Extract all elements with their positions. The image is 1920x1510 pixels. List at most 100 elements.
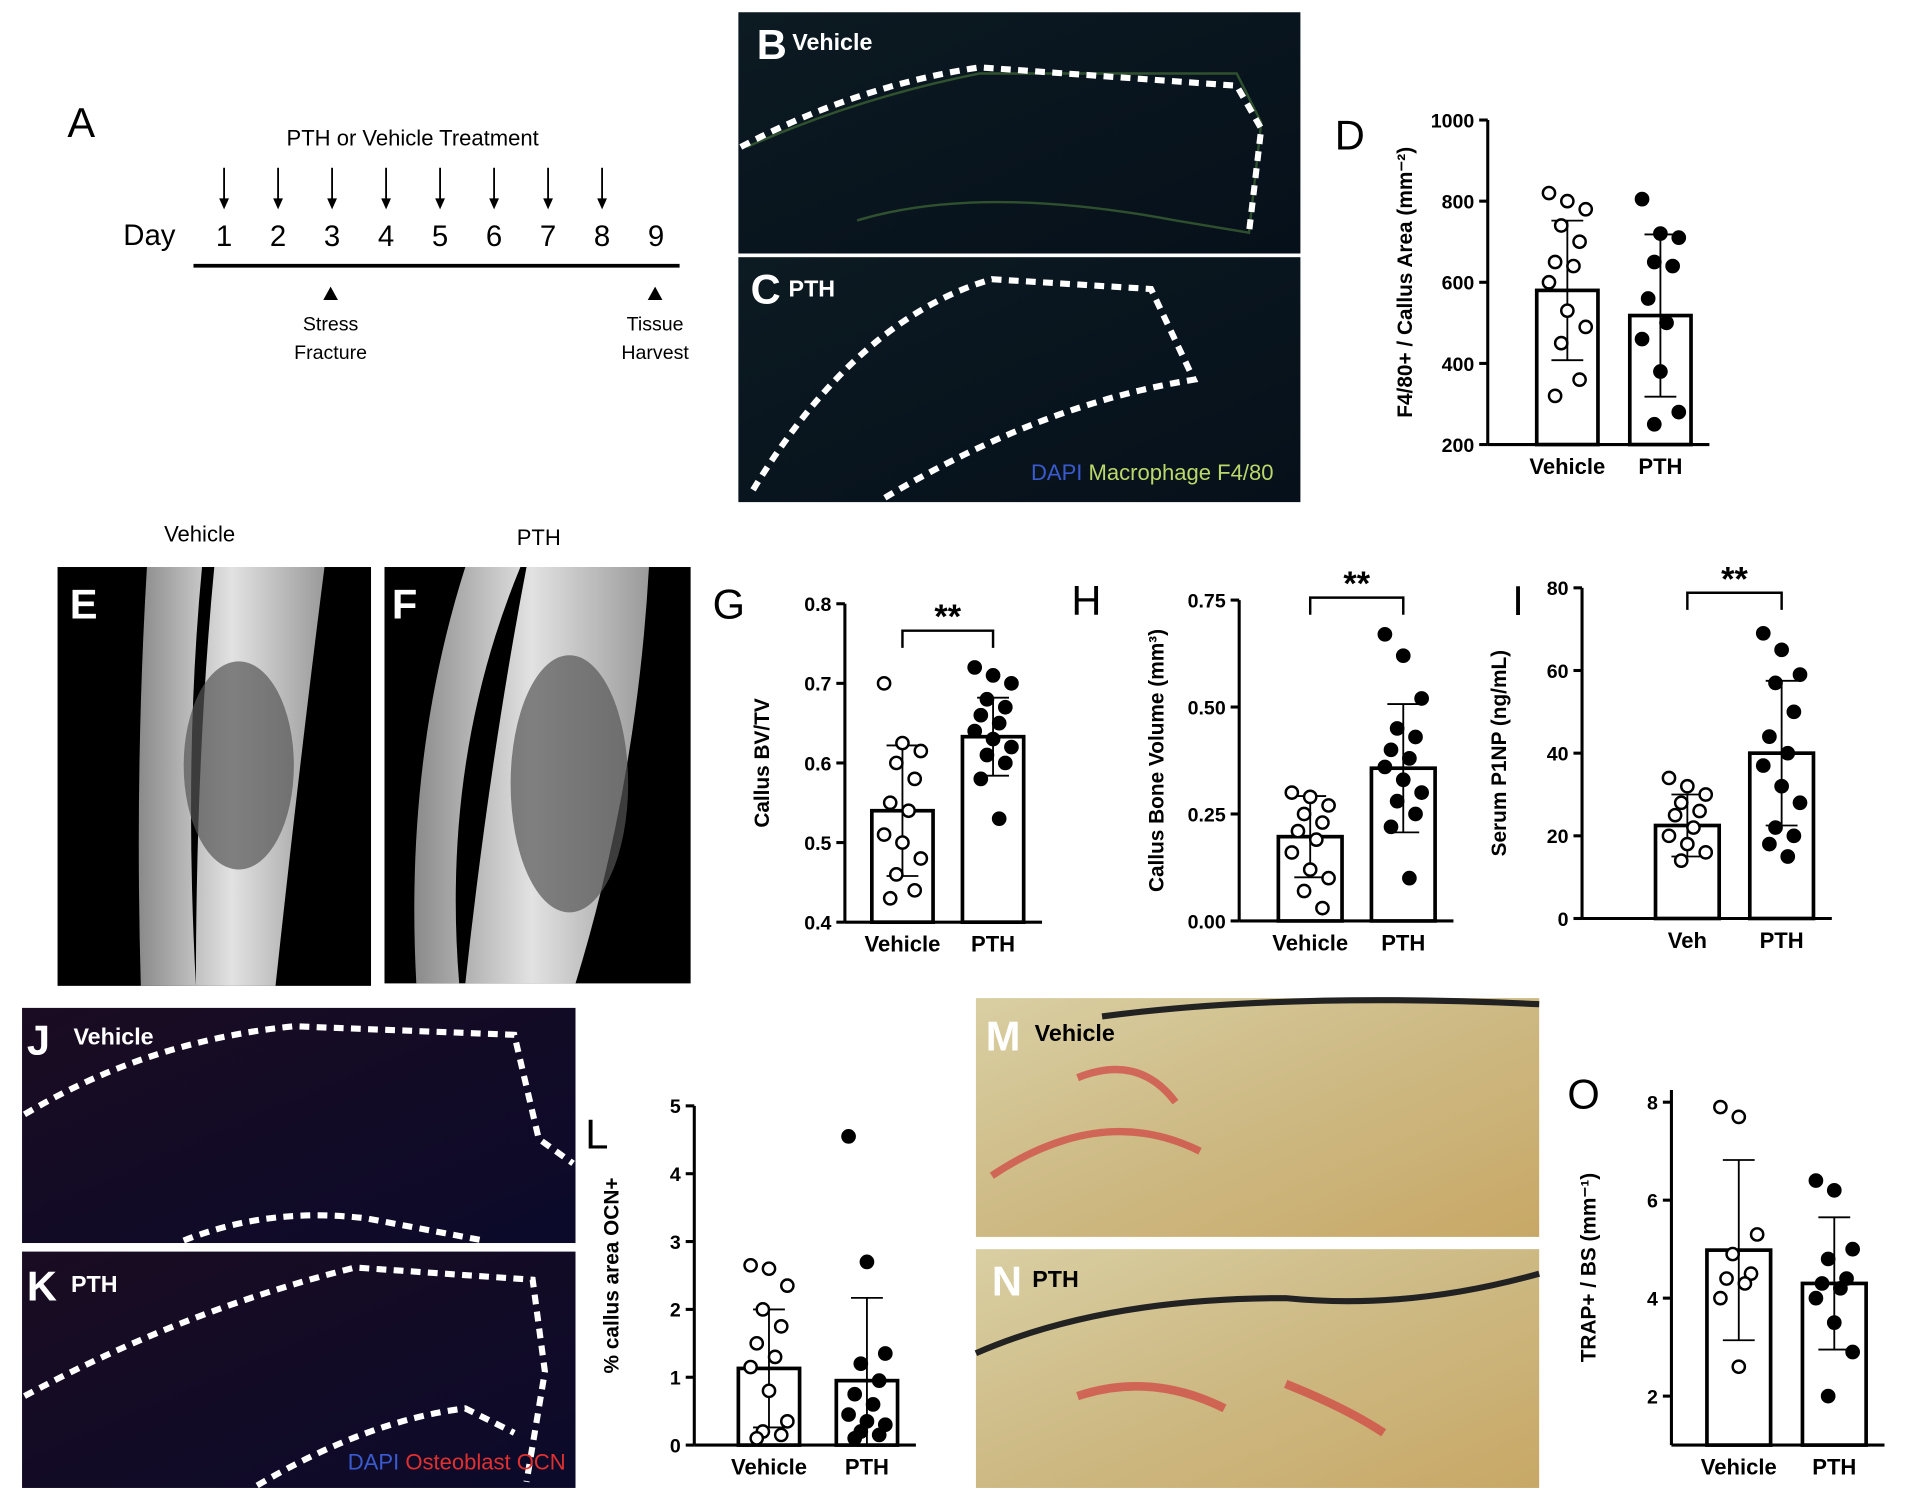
x-tick-label: Vehicle xyxy=(731,1454,807,1479)
significance-bracket xyxy=(1686,591,1783,610)
image-m xyxy=(975,998,1540,1237)
data-point xyxy=(985,668,1001,683)
y-tick-label: 6 xyxy=(1647,1191,1658,1213)
data-point xyxy=(979,691,995,707)
stain-legend-item: Osteoblast OCN xyxy=(405,1450,565,1475)
data-point xyxy=(1383,819,1399,835)
day-number: 4 xyxy=(378,220,394,253)
data-point xyxy=(1731,1109,1747,1125)
data-point xyxy=(1004,676,1019,691)
data-point xyxy=(1808,1173,1824,1188)
y-tick-label: 60 xyxy=(1547,661,1569,683)
data-point xyxy=(871,1373,887,1388)
image-label: PTH xyxy=(1032,1266,1078,1292)
image-title: Vehicle xyxy=(164,521,235,546)
data-point xyxy=(761,1261,777,1277)
data-point xyxy=(1680,836,1695,852)
data-point xyxy=(1290,823,1306,839)
event-label: Fracture xyxy=(294,342,367,364)
data-point xyxy=(1814,1276,1830,1291)
data-point xyxy=(1755,625,1771,641)
data-point xyxy=(1395,648,1411,664)
data-point xyxy=(1673,795,1689,811)
panel-letter: M xyxy=(986,1013,1021,1060)
image-label: Vehicle xyxy=(1035,1020,1115,1046)
timeline-title: PTH or Vehicle Treatment xyxy=(287,126,539,151)
image-f-callus xyxy=(510,655,629,913)
x-tick-label: Veh xyxy=(1668,928,1707,953)
x-tick-label: Vehicle xyxy=(1272,930,1348,955)
data-point xyxy=(1302,862,1318,877)
y-tick-label: 8 xyxy=(1647,1093,1658,1115)
data-point xyxy=(1572,372,1587,387)
data-point xyxy=(1646,416,1662,432)
data-point xyxy=(1671,404,1687,420)
data-point xyxy=(1383,742,1399,758)
y-axis-label: Callus Bone Volume (mm³) xyxy=(1145,629,1168,892)
data-point xyxy=(1572,234,1587,250)
data-point xyxy=(1686,820,1701,835)
data-point xyxy=(841,1407,856,1422)
data-point xyxy=(859,1254,875,1270)
data-point xyxy=(1780,745,1796,761)
panel-letter: C xyxy=(751,266,781,313)
panel-letter: L xyxy=(585,1111,608,1158)
x-tick-label: Vehicle xyxy=(1701,1454,1777,1479)
data-point xyxy=(1547,388,1563,404)
data-point xyxy=(1541,274,1557,290)
y-tick-label: 0.25 xyxy=(1188,804,1226,826)
data-point xyxy=(1833,1280,1848,1296)
data-point xyxy=(1004,739,1019,755)
image-k xyxy=(22,1251,576,1488)
data-point xyxy=(847,1430,863,1446)
data-point xyxy=(876,676,892,691)
panel-letter: D xyxy=(1335,111,1365,158)
data-point xyxy=(749,1335,765,1351)
data-point xyxy=(1560,193,1575,209)
arrow-head xyxy=(489,198,499,210)
data-point xyxy=(1560,303,1575,319)
panel-letter: K xyxy=(27,1263,57,1310)
data-point xyxy=(1414,785,1429,800)
data-point xyxy=(985,731,1001,747)
data-point xyxy=(1737,1276,1753,1291)
data-point xyxy=(1786,828,1802,844)
data-point xyxy=(1389,721,1405,736)
y-axis-label: F4/80+ / Callus Area (mm⁻²) xyxy=(1394,147,1417,418)
image-m-edge xyxy=(1101,997,1540,1020)
significance-bracket xyxy=(1308,596,1405,615)
y-tick-label: 40 xyxy=(1547,744,1569,766)
image-title: PTH xyxy=(517,525,561,550)
data-point xyxy=(979,747,995,763)
data-point xyxy=(1713,1290,1728,1306)
data-point xyxy=(773,1319,789,1334)
image-label: Vehicle xyxy=(73,1024,153,1050)
event-marker xyxy=(323,286,338,301)
y-tick-label: 1000 xyxy=(1431,110,1475,132)
data-point xyxy=(871,1427,887,1443)
x-tick-label: PTH xyxy=(971,932,1015,957)
data-point xyxy=(1698,845,1714,860)
data-point xyxy=(1653,364,1668,379)
x-tick-label: PTH xyxy=(1760,928,1804,953)
data-point xyxy=(1547,254,1563,270)
data-point xyxy=(743,1359,758,1375)
data-point xyxy=(1762,836,1777,852)
data-point xyxy=(1661,770,1677,786)
data-point xyxy=(847,1386,863,1402)
panel-letter: O xyxy=(1567,1070,1599,1117)
day-number: 2 xyxy=(270,220,286,253)
y-tick-label: 5 xyxy=(670,1096,681,1118)
data-point xyxy=(1780,849,1796,864)
image-label: Vehicle xyxy=(792,29,872,55)
data-point xyxy=(888,755,904,771)
data-point xyxy=(1296,806,1312,822)
data-point xyxy=(1680,778,1695,794)
image-c xyxy=(738,257,1301,503)
data-point xyxy=(1749,1227,1765,1242)
x-tick-label: Vehicle xyxy=(864,932,940,957)
data-point xyxy=(1774,642,1789,658)
data-point xyxy=(1820,1388,1836,1404)
y-tick-label: 0.6 xyxy=(804,753,831,775)
x-tick-label: Vehicle xyxy=(1529,454,1605,479)
